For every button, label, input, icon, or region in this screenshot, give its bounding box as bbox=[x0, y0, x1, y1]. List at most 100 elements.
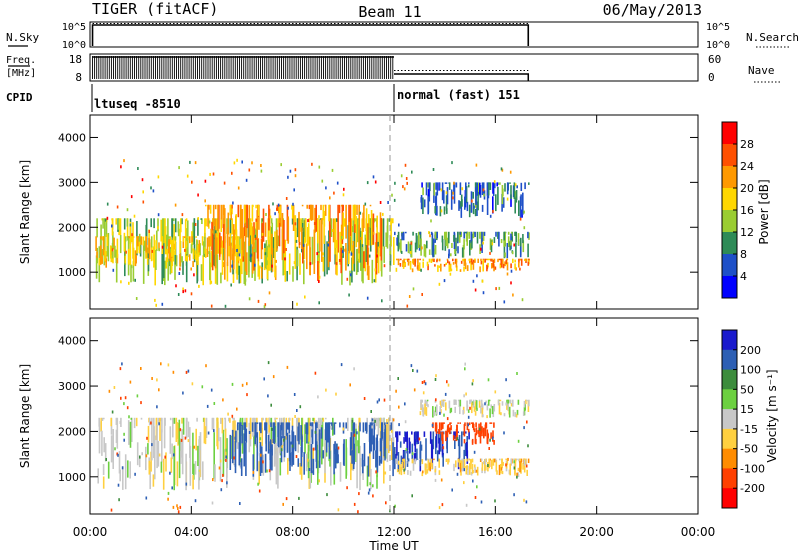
power-data-cell bbox=[255, 204, 257, 209]
velocity-scatter-cell bbox=[346, 486, 348, 490]
velocity-scatter-cell bbox=[505, 378, 507, 382]
power-data-cell bbox=[448, 182, 451, 190]
velocity-scatter-cell bbox=[472, 379, 474, 383]
velocity-data-cell bbox=[240, 422, 242, 426]
power-data-cell bbox=[497, 258, 500, 261]
velocity-scatter-cell bbox=[473, 450, 476, 454]
velocity-data-cell bbox=[414, 453, 417, 462]
velocity-scatter-cell bbox=[259, 437, 262, 441]
power-scatter-cell bbox=[331, 168, 334, 172]
power-data-cell bbox=[323, 235, 326, 277]
power-data-cell bbox=[233, 229, 236, 254]
power-data-cell bbox=[498, 231, 500, 247]
freq-fast-line bbox=[394, 73, 530, 81]
velocity-data-cell bbox=[223, 449, 226, 462]
power-data-cell bbox=[278, 206, 281, 247]
velocity-scatter-cell bbox=[517, 474, 520, 478]
velocity-data-cell bbox=[455, 429, 458, 441]
power-data-cell bbox=[139, 238, 142, 257]
velocity-scatter-cell bbox=[435, 398, 437, 402]
power-data-cell bbox=[300, 218, 302, 232]
nave-tick-bottom: 0 bbox=[708, 71, 715, 84]
velocity-scatter-cell bbox=[471, 382, 474, 386]
velocity-scatter-cell bbox=[487, 378, 490, 382]
power-data-cell bbox=[359, 227, 361, 247]
power-data-cell bbox=[179, 253, 181, 267]
power-data-cell bbox=[463, 239, 465, 250]
power-scatter-cell bbox=[394, 181, 396, 185]
power-scatter-cell bbox=[483, 193, 485, 197]
velocity-data-cell bbox=[499, 458, 501, 461]
power-data-cell bbox=[291, 218, 294, 225]
nsearch-tick-bottom: 10^0 bbox=[706, 40, 730, 51]
power-data-cell bbox=[229, 218, 232, 239]
power-data-cell bbox=[102, 218, 104, 229]
beam-label: Beam 11 bbox=[358, 3, 421, 21]
velocity-data-cell bbox=[138, 455, 141, 468]
velocity-data-cell bbox=[396, 469, 399, 473]
power-data-cell bbox=[434, 231, 437, 239]
power-data-cell bbox=[527, 261, 530, 266]
power-data-cell bbox=[117, 218, 120, 230]
velocity-data-cell bbox=[259, 442, 262, 452]
power-data-cell bbox=[470, 258, 473, 262]
power-data-cell bbox=[487, 258, 490, 261]
velocity-data-cell bbox=[384, 422, 386, 425]
power-data-cell bbox=[200, 264, 203, 281]
velocity-scatter-cell bbox=[500, 412, 502, 416]
power-data-cell bbox=[402, 266, 405, 269]
velocity-data-cell bbox=[380, 430, 383, 464]
power-data-cell bbox=[95, 255, 98, 279]
velocity-scatter-cell bbox=[225, 448, 228, 452]
velocity-data-cell bbox=[371, 422, 373, 445]
power-data-cell bbox=[476, 231, 479, 244]
velocity-data-cell bbox=[482, 414, 484, 418]
power-data-cell bbox=[436, 259, 438, 263]
velocity-data-cell bbox=[127, 420, 130, 440]
velocity-data-cell bbox=[280, 425, 282, 447]
power-data-cell bbox=[514, 197, 516, 214]
power-scatter-cell bbox=[194, 161, 197, 165]
power-scatter-cell bbox=[318, 275, 321, 279]
power-data-cell bbox=[322, 204, 325, 221]
power-data-cell bbox=[249, 218, 252, 237]
power-data-cell bbox=[449, 263, 452, 272]
power-scatter-cell bbox=[344, 248, 346, 252]
velocity-data-cell bbox=[471, 440, 474, 445]
power-data-cell bbox=[462, 258, 464, 262]
velocity-data-cell bbox=[471, 458, 474, 463]
velocity-data-cell bbox=[172, 417, 174, 438]
power-data-cell bbox=[450, 189, 453, 210]
velocity-data-cell bbox=[517, 399, 520, 405]
velocity-data-cell bbox=[339, 422, 341, 428]
velocity-scatter-cell bbox=[435, 374, 437, 378]
power-data-cell bbox=[223, 204, 225, 215]
power-data-cell bbox=[244, 227, 247, 272]
velocity-data-cell bbox=[161, 429, 163, 463]
velocity-scatter-cell bbox=[486, 415, 488, 419]
velocity-scatter-cell bbox=[156, 405, 158, 409]
velocity-data-cell bbox=[253, 435, 255, 470]
power-data-cell bbox=[134, 250, 137, 267]
velocity-data-cell bbox=[483, 427, 485, 439]
velocity-data-cell bbox=[501, 458, 503, 464]
velocity-data-cell bbox=[489, 422, 491, 424]
power-colorbar-swatch bbox=[722, 166, 737, 189]
velocity-data-cell bbox=[439, 406, 441, 414]
velocity-scatter-cell bbox=[351, 419, 354, 423]
power-scatter-cell bbox=[177, 293, 180, 296]
velocity-scatter-cell bbox=[246, 382, 248, 386]
power-data-cell bbox=[307, 223, 310, 245]
velocity-scatter-cell bbox=[340, 363, 343, 367]
velocity-scatter-cell bbox=[123, 438, 125, 442]
power-data-cell bbox=[310, 204, 313, 221]
velocity-data-cell bbox=[430, 439, 433, 460]
power-scatter-cell bbox=[340, 236, 343, 239]
velocity-scatter-cell bbox=[140, 401, 142, 405]
velocity-data-cell bbox=[333, 443, 335, 475]
velocity-data-cell bbox=[403, 451, 406, 462]
freq-label-line1: Freq. bbox=[6, 55, 36, 66]
velocity-data-cell bbox=[274, 417, 276, 421]
velocity-data-cell bbox=[124, 454, 127, 490]
velocity-data-cell bbox=[375, 450, 377, 468]
